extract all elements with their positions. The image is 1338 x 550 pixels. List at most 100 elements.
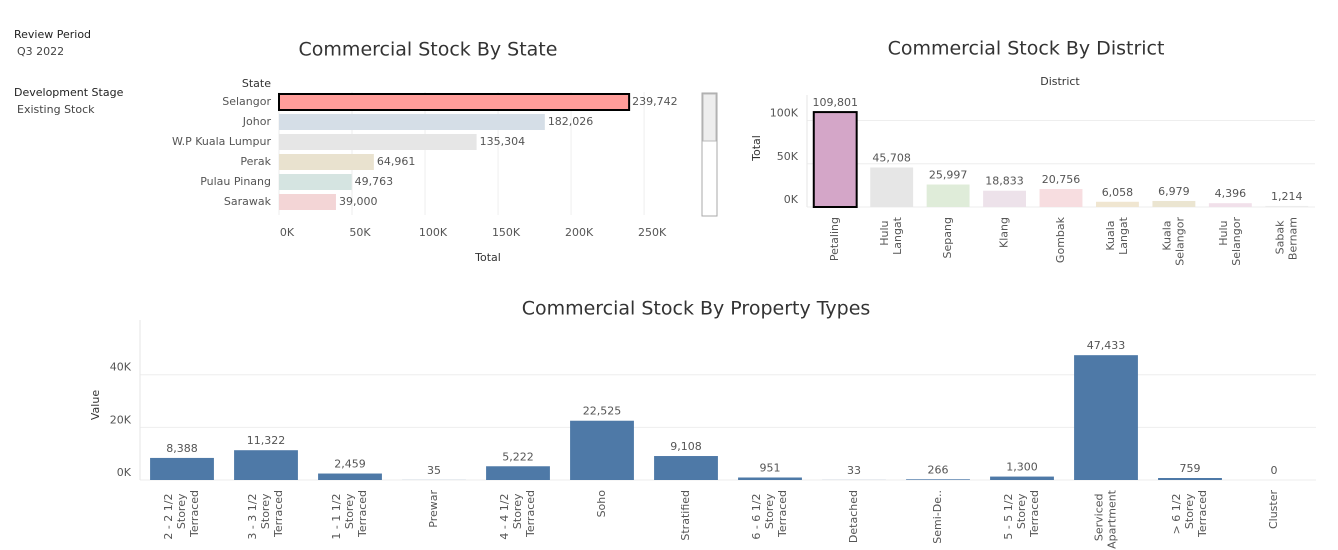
x-tick-label: Cluster [1267, 490, 1280, 530]
value-label: 4,396 [1215, 187, 1247, 200]
bar[interactable] [990, 476, 1054, 480]
value-label: 20,756 [1042, 173, 1081, 186]
y-tick-label: 0K [117, 466, 132, 479]
x-tick-group: Sepang [941, 217, 954, 258]
bar[interactable] [812, 111, 858, 208]
scrollbar-thumb[interactable] [702, 93, 717, 142]
x-tick-label: Serviced Apartment [1093, 489, 1119, 549]
x-tick-label: 3 - 3 1/2 Storey Terraced [246, 490, 285, 540]
x-tick-group: Klang [998, 217, 1011, 248]
chart-title: Commercial Stock By Property Types [522, 298, 871, 320]
x-tick-label: 0K [280, 226, 295, 239]
y-tick-label: 50K [777, 150, 799, 163]
y-tick-label: 0K [784, 193, 799, 206]
value-label: 239,742 [632, 95, 678, 108]
x-tick-label: Sepang [941, 217, 954, 258]
x-tick-label: Soho [595, 490, 608, 518]
value-label: 33 [847, 464, 861, 477]
filters: Review Period Q3 2022 Development Stage … [14, 28, 123, 144]
x-tick-label: 6 - 6 1/2 Storey Terraced [750, 490, 789, 540]
axis-title: State [242, 77, 271, 90]
bar[interactable] [279, 114, 545, 130]
y-tick-label: Selangor [222, 95, 271, 108]
x-tick-label: Stratified [679, 490, 692, 541]
value-label: 266 [928, 463, 949, 476]
value-label: 25,997 [929, 169, 968, 182]
axis-title: Total [750, 135, 763, 162]
filter-label: Development Stage [14, 86, 124, 99]
bar[interactable] [486, 466, 550, 480]
value-label: 1,214 [1271, 190, 1303, 203]
bar[interactable] [1152, 200, 1196, 207]
bar[interactable] [1265, 205, 1309, 207]
x-tick-label: Kuala Selangor [1160, 217, 1186, 266]
x-tick-group: Cluster [1267, 490, 1280, 530]
x-tick-group: 3 - 3 1/2 Storey Terraced [246, 490, 285, 540]
x-tick-label: 1 - 1 1/2 Storey Terraced [330, 490, 369, 540]
bar[interactable] [1074, 355, 1138, 480]
x-tick-label: 150K [492, 226, 521, 239]
x-tick-group: Serviced Apartment [1093, 489, 1119, 549]
x-tick-label: Hulu Langat [878, 216, 904, 255]
bar[interactable] [279, 134, 477, 150]
value-label: 109,801 [812, 96, 858, 109]
x-tick-label: Semi-De.. [931, 490, 944, 544]
x-tick-label: Prewar [427, 490, 440, 528]
y-tick-label: 40K [110, 361, 132, 374]
x-tick-label: Sabak Bernam [1273, 217, 1299, 260]
bar[interactable] [278, 93, 631, 111]
bar[interactable] [1039, 189, 1083, 207]
x-tick-label: > 6 1/2 Storey Terraced [1170, 490, 1209, 538]
x-tick-group: Hulu Selangor [1217, 217, 1243, 266]
y-tick-label: 100K [770, 107, 799, 120]
x-tick-group: Kuala Selangor [1160, 217, 1186, 266]
chart-title: Commercial Stock By District [888, 38, 1165, 60]
bar[interactable] [279, 154, 374, 170]
bar[interactable] [279, 174, 352, 190]
y-tick-label: W.P Kuala Lumpur [172, 135, 271, 148]
x-tick-group: 6 - 6 1/2 Storey Terraced [750, 490, 789, 540]
y-tick-label: Johor [242, 115, 272, 128]
axis-title: Total [474, 251, 501, 264]
bar[interactable] [654, 456, 718, 480]
x-tick-label: 250K [638, 226, 667, 239]
x-tick-label: Detached [847, 490, 860, 543]
x-tick-label: Kuala Langat [1104, 216, 1130, 255]
bar[interactable] [234, 450, 298, 480]
bar[interactable] [870, 167, 914, 207]
bar[interactable] [1095, 201, 1139, 207]
y-tick-label: 20K [110, 413, 132, 426]
bar[interactable] [318, 473, 382, 480]
chart-title: Commercial Stock By State [299, 39, 558, 61]
x-tick-label: 50K [349, 226, 371, 239]
bar[interactable] [570, 420, 634, 480]
value-label: 18,833 [985, 175, 1024, 188]
axis-title: Value [89, 390, 102, 420]
value-label: 0 [1271, 464, 1278, 477]
x-tick-group: Petaling [828, 217, 841, 261]
bar[interactable] [906, 479, 970, 480]
x-tick-group: 5 - 5 1/2 Storey Terraced [1002, 490, 1041, 540]
value-label: 1,300 [1006, 461, 1038, 474]
x-tick-group: Stratified [679, 490, 692, 541]
value-label: 49,763 [355, 175, 394, 188]
x-tick-group: Semi-De.. [931, 490, 944, 544]
value-label: 5,222 [502, 450, 534, 463]
x-tick-group: 4 - 4 1/2 Storey Terraced [498, 490, 537, 540]
bar[interactable] [279, 194, 336, 210]
y-tick-label: Pulau Pinang [200, 175, 271, 188]
x-tick-group: Soho [595, 490, 608, 518]
x-tick-group: Kuala Langat [1104, 216, 1130, 255]
x-tick-group: 2 - 2 1/2 Storey Terraced [162, 490, 201, 540]
bar[interactable] [926, 184, 970, 207]
value-label: 6,058 [1102, 186, 1134, 199]
bar[interactable] [738, 477, 802, 480]
bar[interactable] [150, 457, 214, 480]
filter-value[interactable]: Q3 2022 [17, 45, 65, 58]
bar[interactable] [1208, 203, 1252, 207]
filter-value[interactable]: Existing Stock [17, 103, 95, 116]
bar[interactable] [983, 190, 1027, 207]
bar[interactable] [1158, 478, 1222, 480]
x-tick-group: 1 - 1 1/2 Storey Terraced [330, 490, 369, 540]
x-tick-label: 5 - 5 1/2 Storey Terraced [1002, 490, 1041, 540]
